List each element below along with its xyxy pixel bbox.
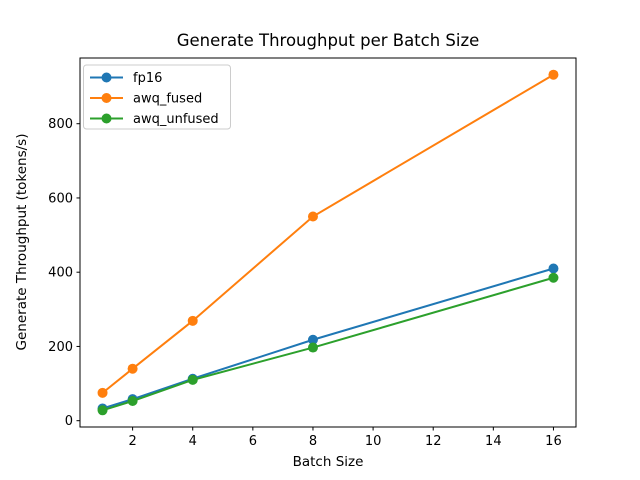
series-awq_unfused-line: [102, 276, 554, 412]
series-awq_unfused-point: [307, 342, 318, 353]
series-awq_fused-point: [548, 69, 559, 80]
y-tick-label: 0: [65, 414, 73, 429]
legend-marker-awq_unfused: [101, 113, 112, 124]
legend-marker-fp16: [101, 72, 112, 83]
y-tick-label: 200: [48, 340, 73, 355]
x-tick-label: 10: [365, 434, 382, 449]
y-axis-label: Generate Throughput (tokens/s): [14, 134, 30, 351]
series-awq_unfused-point: [187, 374, 198, 385]
plot-border: [79, 57, 577, 428]
x-tick-label: 16: [545, 434, 562, 449]
series-group: [97, 69, 559, 416]
series-awq_fused-point: [127, 363, 138, 374]
x-tick-label: 8: [309, 434, 317, 449]
x-tick-label: 4: [189, 434, 197, 449]
legend-label-awq_fused: awq_fused: [133, 92, 202, 107]
x-tick-label: 14: [485, 434, 502, 449]
legend-marker-awq_fused: [101, 93, 112, 103]
series-awq_unfused-point: [127, 396, 138, 407]
y-tick-label: 800: [48, 117, 73, 132]
series-awq_fused-point: [307, 211, 318, 222]
chart-title: Generate Throughput per Batch Size: [177, 31, 480, 50]
axes: 2 4 6 8 10 12 14 16 0 200 400 600 800: [48, 57, 577, 449]
x-tick-label: 12: [425, 434, 442, 449]
legend-box: [83, 64, 231, 130]
legend-label-awq_unfused: awq_unfused: [133, 112, 219, 127]
legend-label-fp16: fp16: [133, 71, 162, 86]
x-tick-label: 6: [249, 434, 257, 449]
series-awq_unfused-point: [548, 272, 559, 283]
series-awq_unfused-point: [97, 405, 108, 416]
series-awq_fused-point: [97, 387, 108, 398]
series-fp16-point: [307, 334, 318, 345]
legend: fp16 awq_fused awq_unfused: [83, 64, 231, 130]
series-fp16-point: [548, 263, 559, 274]
x-tick-label: 2: [128, 434, 136, 449]
series-awq_fused-point: [187, 315, 198, 326]
y-tick-label: 600: [48, 191, 73, 206]
y-tick-label: 400: [48, 266, 73, 281]
x-axis-label: Batch Size: [293, 454, 364, 470]
